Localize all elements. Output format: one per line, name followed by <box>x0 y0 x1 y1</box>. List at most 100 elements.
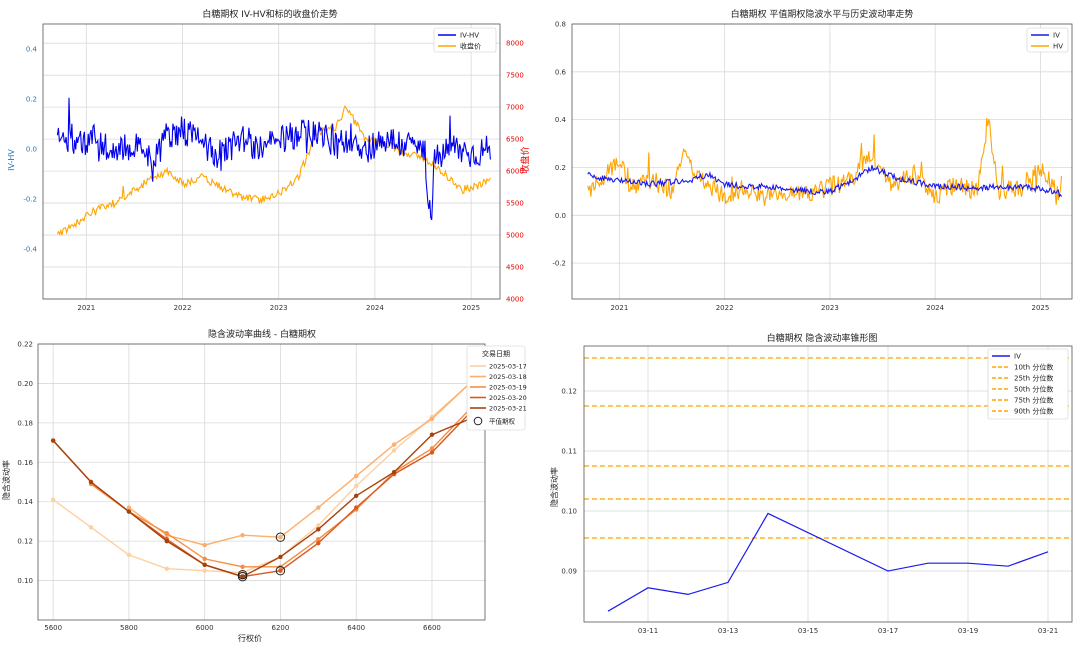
iv-curve-2025-03-18 <box>128 382 471 546</box>
panel1-ytick-left-label: 0.0 <box>26 146 37 154</box>
legend-label-quantile: 25th 分位数 <box>1014 374 1053 383</box>
panel1-plot <box>56 97 491 237</box>
panel3-ticks: 5600 5800 6000 6200 6400 6600 0.22 0.20 0.18 0.16… <box>17 341 440 633</box>
panel2-frame <box>571 23 1073 300</box>
iv-point-2025-03-17 <box>391 448 397 453</box>
panel3-xtick-label: 6200 <box>272 624 290 632</box>
panel2-xtick-label: 2022 <box>716 304 734 312</box>
panel1-ytick-right-label: 5500 <box>506 200 524 208</box>
iv-point-2025-03-21 <box>316 527 321 532</box>
panel3-xtick-label: 6000 <box>196 624 214 632</box>
iv-point-2025-03-21 <box>126 509 132 514</box>
panel3-ytick-label: 0.10 <box>17 577 33 585</box>
atm-marker <box>275 532 286 542</box>
panel3-xlabel: 行权价 <box>238 633 262 643</box>
panel2-ytick-label: 0.0 <box>555 212 566 220</box>
iv-point-2025-03-19 <box>429 446 435 451</box>
iv-point-2025-03-19 <box>316 536 321 542</box>
panel2-ytick-label: 0.4 <box>555 116 567 124</box>
panel3-xtick-label: 6600 <box>423 624 441 632</box>
panel1-ytick-left-label: 0.2 <box>26 96 37 104</box>
panel4-grid <box>584 346 1072 622</box>
panel3-ytick-label: 0.12 <box>17 538 33 546</box>
panel-iv-smile: 隐含波动率曲线 - 白糖期权 5600 5800 6000 6200 6400 6600 0… <box>1 328 527 643</box>
panel4-xtick-label: 03-15 <box>798 627 818 635</box>
panel1-ytick-right-label: 7000 <box>506 104 524 112</box>
panel4-xtick-label: 03-17 <box>878 627 898 635</box>
panel1-title: 白糖期权 IV-HV和标的收盘价走势 <box>202 8 337 20</box>
panel4-ytick-label: 0.10 <box>561 508 577 516</box>
hv-line <box>587 118 1063 206</box>
iv-point-2025-03-21 <box>88 479 94 485</box>
iv-point-2025-03-21 <box>50 438 56 443</box>
iv-point-2025-03-18 <box>126 505 132 510</box>
panel2-xtick-label: 2023 <box>821 304 839 312</box>
iv-line <box>587 164 1062 198</box>
iv-point-2025-03-17 <box>354 483 359 489</box>
legend-label-iv-hv: IV-HV <box>460 32 479 40</box>
legend-label-quantile: 90th 分位数 <box>1014 407 1053 416</box>
panel1-ytick-right-label: 4500 <box>506 264 524 272</box>
panel2-ytick-label: 0.2 <box>555 164 566 172</box>
panel4-legend: IV 10th 分位数 25th 分位数 50th 分位数 75th 分位数 90th 分… <box>987 348 1069 420</box>
iv-point-2025-03-21 <box>202 562 207 567</box>
panel1-frame <box>42 23 501 300</box>
panel1-ytick-left-label: 0.4 <box>26 46 38 54</box>
panel1-xtick-label: 2024 <box>366 304 384 312</box>
panel2-xtick-label: 2025 <box>1032 304 1050 312</box>
panel3-ylabel: 隐含波动率 <box>1 460 11 500</box>
panel1-xtick-label: 2025 <box>462 304 480 312</box>
iv-point-2025-03-17 <box>316 523 321 528</box>
legend-label-hv: HV <box>1053 43 1063 51</box>
panel1-ytick-right-label: 7500 <box>506 72 524 80</box>
iv-point-2025-03-18 <box>429 416 435 422</box>
panel3-xtick-label: 5800 <box>120 624 138 632</box>
iv-point-2025-03-20 <box>278 568 283 573</box>
panel2-ytick-label: 0.6 <box>555 68 567 76</box>
panel4-xtick-label: 03-11 <box>638 627 658 635</box>
legend-label-date: 2025-03-21 <box>489 405 527 413</box>
panel1-grid <box>43 24 500 300</box>
iv-point-2025-03-21 <box>391 469 397 475</box>
iv-point-2025-03-18 <box>240 533 245 538</box>
iv-hv-line <box>56 97 491 221</box>
panel1-ytick-right-label: 8000 <box>506 40 524 48</box>
iv-point-2025-03-21 <box>278 554 283 560</box>
iv-point-2025-03-17 <box>164 566 169 571</box>
panel3-legend-title: 交易日期 <box>482 349 510 358</box>
panel2-grid <box>572 23 1072 299</box>
panel1-ytick-right-label: 6500 <box>506 136 524 144</box>
panel4-xtick-label: 03-21 <box>1038 627 1058 635</box>
iv-cone-line <box>607 512 1049 612</box>
panel3-plot <box>50 381 473 582</box>
iv-point-2025-03-21 <box>240 574 245 579</box>
panel4-title: 白糖期权 隐含波动率锥形图 <box>767 332 878 344</box>
iv-curve-2025-03-21 <box>52 418 471 578</box>
panel4-xtick-label: 03-19 <box>958 627 978 635</box>
panel2-xtick-label: 2021 <box>610 304 628 312</box>
panel4-ylabel: 隐含波动率 <box>549 467 559 507</box>
legend-label-close: 收盘价 <box>460 42 481 51</box>
panel4-ticks: 03-11 03-13 03-15 03-17 03-19 03-21 0.12 0.11 0.… <box>561 388 1058 636</box>
legend-label-date: 2025-03-17 <box>489 363 527 371</box>
panel1-ytick-right-label: 5000 <box>506 232 524 240</box>
panel1-ytick-right-label: 4000 <box>506 296 524 304</box>
panel3-xtick-label: 5600 <box>44 624 62 632</box>
panel2-title: 白糖期权 平值期权隐波水平与历史波动率走势 <box>731 8 914 20</box>
iv-point-2025-03-19 <box>164 531 169 536</box>
panel3-ytick-label: 0.20 <box>17 380 33 388</box>
iv-point-2025-03-17 <box>126 552 132 558</box>
panel1-xtick-label: 2022 <box>174 304 192 312</box>
iv-point-2025-03-21 <box>429 432 435 437</box>
panel2-ticks: 2021 2022 2023 2024 2025 0.8 0.6 0.4 0.2 0.0 -0.2 <box>552 21 1049 313</box>
panel4-frame <box>583 345 1073 623</box>
legend-label-date: 2025-03-20 <box>489 394 527 402</box>
legend-label-date: 2025-03-18 <box>489 373 527 381</box>
panel2-plot <box>587 118 1063 206</box>
panel4-xtick-label: 03-13 <box>718 627 738 635</box>
panel1-ticks: 2021 2022 2023 2024 2025 0.4 0.2 0.0 -0.2 -0.4 800… <box>23 40 524 312</box>
iv-point-2025-03-18 <box>202 542 207 548</box>
panel3-frame <box>37 343 486 621</box>
iv-point-2025-03-18 <box>354 473 359 479</box>
